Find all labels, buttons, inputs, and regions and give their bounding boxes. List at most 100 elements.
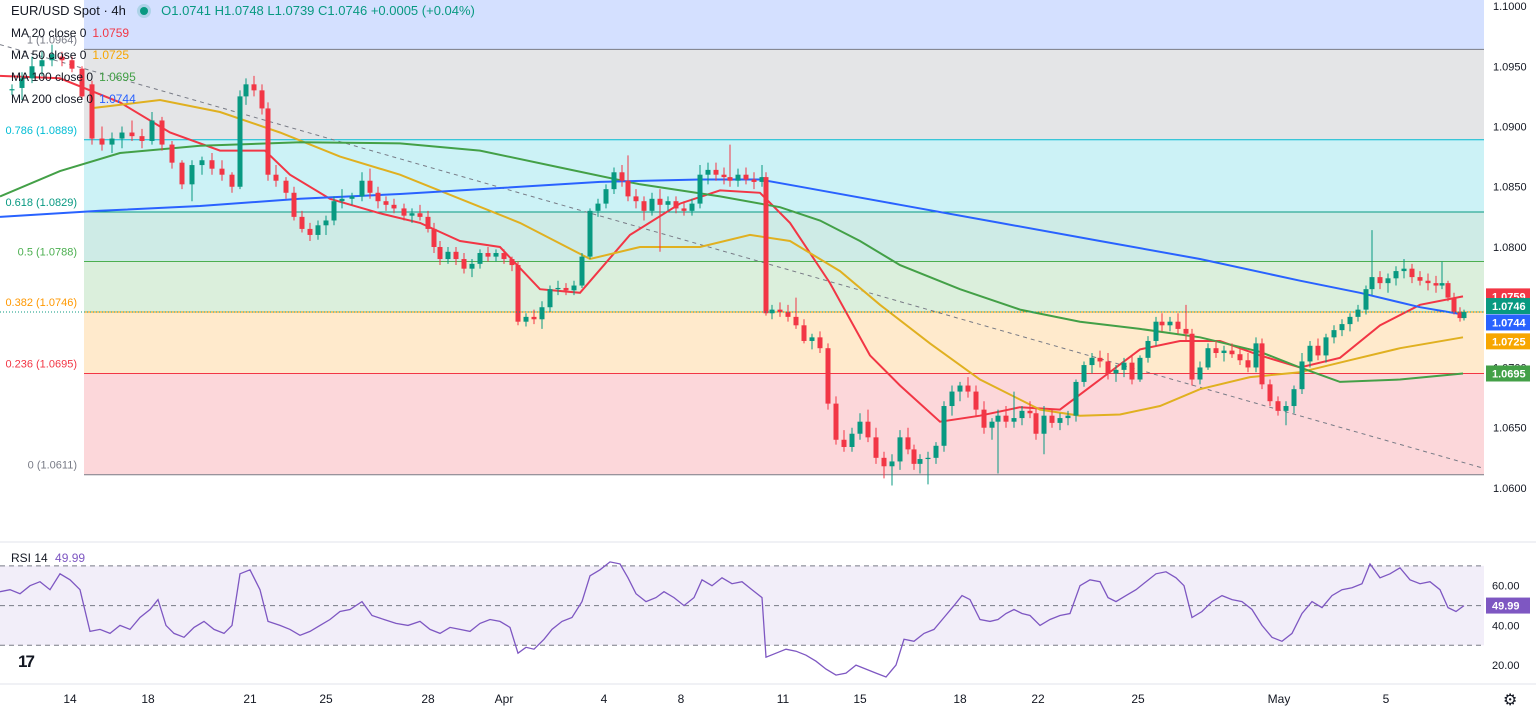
indicator-ma100[interactable]: MA 100 close 0 1.0695 — [0, 66, 475, 88]
candle-body — [1097, 357, 1103, 362]
symbol-row: EUR/USD Spot · 4h O1.0741 H1.0748 L1.073… — [0, 0, 475, 22]
candle-body — [917, 459, 923, 464]
candle-body — [437, 246, 443, 260]
ohlc-low: L1.0739 — [267, 3, 315, 18]
time-tick-label: 4 — [601, 692, 608, 706]
candle-body — [625, 180, 631, 197]
candle-body — [49, 54, 55, 61]
candle-body — [611, 172, 617, 190]
rsi-legend-value: 49.99 — [55, 551, 86, 565]
candle-body — [1451, 297, 1457, 313]
candle-body — [159, 120, 165, 145]
candle-body — [1057, 418, 1063, 423]
candle-body — [383, 201, 389, 205]
indicator-ma20[interactable]: MA 20 close 0 1.0759 — [0, 22, 475, 44]
candle-body — [209, 160, 215, 169]
fib-label: 1 (1.0964) — [27, 34, 77, 46]
candle-body — [1065, 415, 1071, 419]
candle-body — [981, 409, 987, 428]
candle-body — [339, 198, 345, 202]
candle-body — [1105, 361, 1111, 374]
fib-label: 0 (1.0611) — [28, 460, 77, 472]
candle-body — [265, 108, 271, 175]
candle-body — [579, 256, 585, 286]
candle-body — [401, 208, 407, 216]
candle-body — [19, 78, 25, 88]
candle-body — [149, 120, 155, 141]
market-status-icon — [139, 7, 148, 15]
indicator-ma100-value: 1.0695 — [99, 70, 136, 84]
time-tick-label: 5 — [1383, 692, 1390, 706]
candle-body — [1385, 278, 1391, 284]
fib-zone — [84, 261, 1484, 313]
price-axis-bg — [1484, 0, 1536, 717]
candle-body — [237, 96, 243, 187]
candle-body — [1019, 410, 1025, 419]
fib-label: 0.5 (1.0788) — [18, 246, 77, 258]
candle-body — [1121, 362, 1127, 370]
candle-body — [619, 172, 625, 181]
candle-body — [391, 204, 397, 209]
candle-body — [1175, 321, 1181, 329]
candle-body — [273, 174, 279, 181]
candle-body — [965, 385, 971, 392]
candle-body — [751, 179, 757, 182]
fib-label: 0.618 (1.0829) — [5, 197, 77, 209]
time-tick-label: 11 — [777, 692, 790, 706]
price-tick-label: 1.0850 — [1493, 182, 1527, 194]
settings-gear-icon[interactable]: ⚙ — [1503, 692, 1518, 709]
price-tick-label: 1.0800 — [1493, 242, 1527, 254]
candle-body — [587, 210, 593, 257]
candle-body — [697, 174, 703, 204]
rsi-legend[interactable]: RSI 14 49.99 — [11, 551, 85, 565]
candle-body — [1041, 415, 1047, 434]
fib-zone — [84, 212, 1484, 262]
tradingview-logo-icon[interactable]: 17 — [18, 652, 35, 671]
price-tag-label: 1.0725 — [1492, 336, 1526, 348]
time-tick-label: 8 — [678, 692, 685, 706]
candle-body — [1197, 367, 1203, 380]
candle-body — [705, 169, 711, 175]
ohlc-high: H1.0748 — [214, 3, 264, 18]
time-tick-label: 15 — [853, 692, 867, 706]
ma-line — [0, 141, 1464, 383]
candle-body — [957, 385, 963, 392]
candle-body — [29, 66, 35, 79]
price-tag — [1486, 365, 1530, 382]
candle-body — [367, 180, 373, 193]
candle-body — [291, 192, 297, 217]
candle-body — [283, 180, 289, 193]
candle-body — [349, 196, 355, 199]
candle-body — [1221, 350, 1227, 354]
price-tick-label: 1.1000 — [1493, 1, 1527, 13]
ohlc-close: C1.0746 — [318, 3, 368, 18]
price-tick-label: 1.0950 — [1493, 61, 1527, 73]
candle-body — [523, 316, 529, 322]
candle-body — [1229, 350, 1235, 355]
fib-zone — [84, 373, 1484, 475]
candle-body — [727, 177, 733, 181]
indicator-ma50[interactable]: MA 50 close 0 1.0725 — [0, 44, 475, 66]
fib-zone — [84, 49, 1484, 140]
candle-body — [873, 437, 879, 458]
symbol-title[interactable]: EUR/USD Spot · 4h — [11, 3, 126, 18]
fib-label: 0.786 (1.0889) — [5, 125, 77, 137]
candle-body — [897, 437, 903, 462]
ma-line — [89, 98, 1464, 417]
candle-body — [539, 307, 545, 320]
candle-body — [1291, 389, 1297, 407]
time-tick-label: Apr — [495, 692, 514, 706]
candle-body — [1409, 268, 1415, 278]
candle-body — [1425, 280, 1431, 284]
candle-body — [793, 316, 799, 326]
indicator-ma200[interactable]: MA 200 close 0 1.0744 — [0, 88, 475, 110]
time-tick-label: 18 — [953, 692, 967, 706]
candle-body — [889, 461, 895, 467]
candle-body — [1445, 283, 1451, 298]
time-tick-label: 21 — [243, 692, 257, 706]
candle-body — [825, 348, 831, 404]
candle-body — [1213, 348, 1219, 354]
chart-legend: EUR/USD Spot · 4h O1.0741 H1.0748 L1.073… — [0, 0, 475, 110]
fib-zone — [84, 312, 1484, 374]
time-tick-label: 25 — [1131, 692, 1145, 706]
